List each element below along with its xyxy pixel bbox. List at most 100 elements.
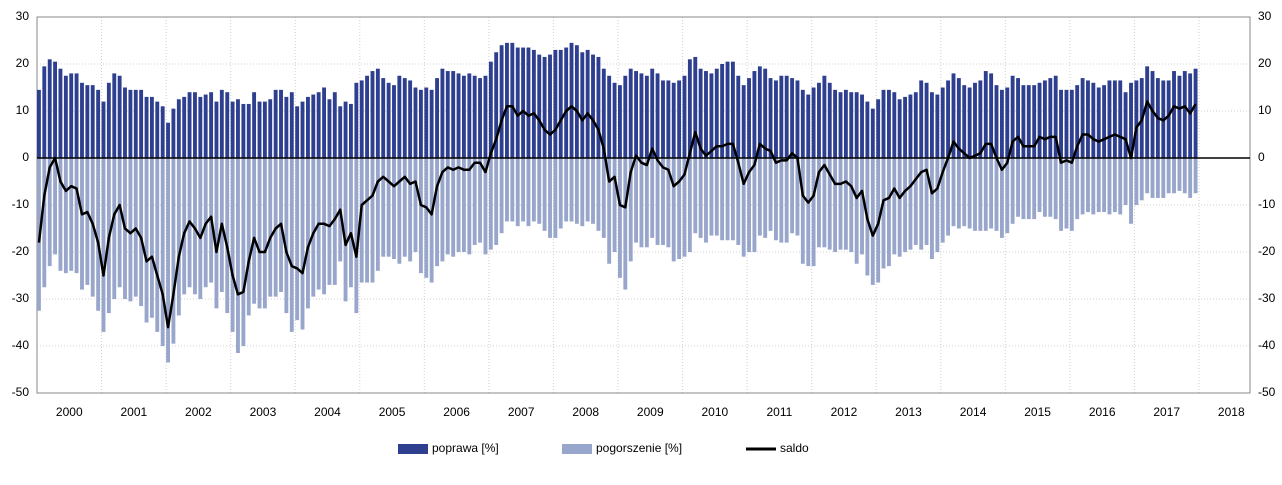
- bar: [1080, 78, 1085, 158]
- bar: [332, 92, 337, 158]
- bar: [300, 101, 305, 158]
- y-tick-label: -20: [12, 244, 30, 258]
- bar: [359, 80, 364, 158]
- bar: [876, 99, 881, 158]
- bar: [677, 80, 682, 158]
- bar: [1118, 158, 1123, 215]
- bar: [236, 158, 240, 354]
- bar: [225, 92, 230, 158]
- bar: [252, 158, 257, 304]
- bar: [176, 158, 181, 316]
- bar: [919, 80, 924, 158]
- bar: [698, 158, 703, 238]
- bar: [499, 45, 504, 159]
- bar: [607, 75, 612, 158]
- bar: [940, 87, 945, 158]
- bar: [849, 158, 854, 252]
- bar: [763, 158, 768, 238]
- bar: [63, 75, 68, 158]
- bar: [919, 158, 924, 250]
- bar: [510, 158, 515, 222]
- bar: [435, 158, 439, 267]
- bar: [1112, 80, 1117, 158]
- legend-label: pogorszenie [%]: [596, 441, 682, 455]
- bar: [1177, 75, 1182, 158]
- y2-tick-label: 20: [1258, 56, 1272, 70]
- bar: [843, 158, 848, 250]
- bar: [569, 42, 574, 158]
- bar: [149, 158, 154, 318]
- bar: [973, 158, 977, 231]
- bar: [569, 158, 574, 222]
- bar: [1102, 85, 1107, 158]
- bar: [461, 75, 466, 158]
- bar: [478, 158, 482, 243]
- bar: [558, 49, 563, 158]
- bar: [585, 158, 590, 222]
- bar: [671, 82, 676, 158]
- bar: [510, 42, 515, 158]
- bar: [1032, 158, 1037, 220]
- bar: [1161, 158, 1166, 198]
- bar: [300, 158, 305, 330]
- bar: [666, 158, 671, 248]
- bar: [279, 89, 283, 158]
- bar: [618, 158, 622, 278]
- bar: [548, 158, 552, 238]
- bar: [644, 158, 649, 248]
- bar: [1042, 158, 1047, 217]
- bar: [327, 158, 332, 285]
- bar: [591, 158, 595, 224]
- bar: [85, 158, 90, 285]
- bar: [924, 158, 929, 245]
- bar: [526, 158, 531, 227]
- y-tick-label: 10: [16, 103, 30, 117]
- bar: [408, 80, 413, 158]
- bar: [849, 92, 854, 158]
- bar: [112, 73, 117, 158]
- bar: [655, 73, 660, 158]
- bar: [53, 61, 58, 158]
- x-tick-label: 2018: [1218, 405, 1245, 419]
- bar: [144, 158, 149, 323]
- bar: [386, 158, 391, 257]
- bar: [359, 158, 364, 283]
- bar: [483, 75, 488, 158]
- bar: [768, 78, 773, 158]
- bar: [365, 158, 370, 283]
- bar: [1155, 158, 1160, 198]
- y-tick-label: 30: [16, 9, 30, 23]
- bar: [311, 94, 316, 158]
- bar: [1150, 71, 1155, 158]
- bar: [306, 158, 310, 309]
- bar: [650, 68, 655, 158]
- bar: [494, 52, 499, 158]
- bar: [757, 158, 762, 236]
- x-tick-label: 2002: [185, 405, 212, 419]
- bar: [887, 158, 891, 267]
- bar: [1059, 158, 1063, 231]
- bar: [757, 66, 762, 158]
- bar: [451, 71, 456, 158]
- bar: [843, 89, 848, 158]
- bar: [381, 78, 386, 158]
- bar: [198, 158, 203, 299]
- bar: [1096, 158, 1101, 213]
- bar: [983, 158, 988, 231]
- bar: [139, 158, 144, 307]
- bar: [268, 99, 273, 158]
- bar: [1107, 80, 1112, 158]
- bar: [747, 158, 751, 252]
- bar: [725, 61, 730, 158]
- bar: [1016, 158, 1020, 217]
- bar: [709, 158, 714, 236]
- bar: [214, 101, 219, 158]
- bar: [558, 158, 563, 229]
- x-tick-label: 2014: [960, 405, 987, 419]
- bar: [176, 99, 181, 158]
- bar: [1129, 82, 1133, 158]
- bar: [671, 158, 676, 262]
- bar: [655, 158, 660, 245]
- bar: [924, 82, 929, 158]
